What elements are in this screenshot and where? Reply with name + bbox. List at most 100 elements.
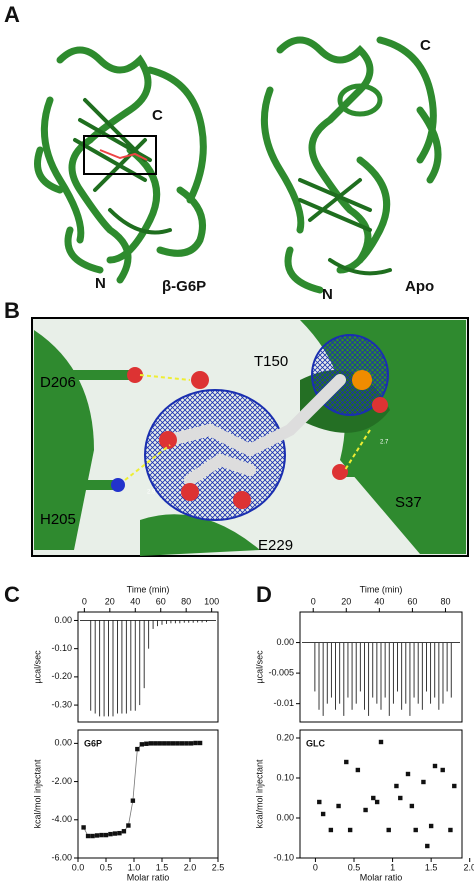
x-tick-label: 60 [407,596,417,606]
data-point [188,741,194,746]
residue-label: S37 [395,494,422,511]
x-tick-label: 80 [181,596,191,606]
data-point [413,827,418,833]
x-tick-label: 0.5 [348,862,361,872]
data-point [130,798,136,803]
data-point [81,825,86,830]
data-point [103,832,109,838]
plot-frame [77,729,219,859]
data-point [144,741,149,746]
data-point [336,803,341,809]
y-tick-label: -6.00 [51,852,72,862]
distance-label: 2.7 [380,440,389,446]
x-tick-label: 0 [311,596,316,606]
x-tick-label: 60 [156,596,166,606]
data-point [409,803,415,809]
data-point [440,767,445,773]
y-axis-label: µcal/sec [254,650,264,684]
data-point [355,767,361,773]
panel-label: C [4,582,20,607]
x-tick-label: 1 [390,862,395,872]
panel-label: B [4,298,20,323]
distance-label: 2.9 [147,490,156,496]
data-point [386,827,391,833]
data-point [371,795,376,801]
data-point [99,832,104,838]
data-point [108,831,113,837]
x-tick-label: 2.0 [463,862,474,872]
data-point [317,799,322,805]
data-point [135,746,140,752]
fit-line [83,742,201,837]
structure-name: Apo [405,278,434,295]
data-point [197,740,203,746]
annotation: GLC [306,738,325,748]
c-terminus-label: C [152,107,163,124]
y-tick-label: -0.10 [51,643,72,653]
x-axis-label: Time (min) [127,584,170,594]
panel-label: D [256,582,272,607]
y-tick-label: -0.005 [268,667,294,677]
x-tick-label: 40 [374,596,384,606]
data-point [394,783,399,789]
data-point [166,741,171,746]
annotation: G6P [84,738,102,748]
data-point [85,833,91,839]
x-tick-label: 2.5 [212,862,225,872]
data-point [398,795,403,801]
data-point [347,827,353,833]
n-terminus-label: N [95,275,106,292]
x-axis-label: Molar ratio [127,872,170,882]
x-tick-label: 40 [130,596,140,606]
data-point [171,741,176,746]
data-point [328,827,334,833]
y-tick-label: 0.00 [54,615,72,625]
y-tick-label: -2.00 [51,776,72,786]
x-axis-label: Molar ratio [360,872,403,882]
data-point [112,831,118,836]
residue-label: T150 [254,353,288,370]
data-point [94,833,100,838]
data-point [448,827,453,833]
x-tick-label: 80 [440,596,450,606]
data-point [153,741,158,746]
y-axis-label: µcal/sec [32,650,42,684]
x-tick-label: 0.0 [72,862,85,872]
active-site-view [31,317,469,557]
data-point [428,823,434,829]
plot-frame [299,729,463,859]
data-point [320,811,326,817]
data-point [405,771,411,777]
y-tick-label: -0.30 [51,699,72,709]
y-tick-label: 0.00 [276,637,294,647]
y-tick-label: -0.10 [273,852,294,862]
data-point [374,799,380,805]
structure-apo [260,36,442,294]
x-axis-label: Time (min) [360,584,403,594]
x-tick-label: 1.5 [425,862,438,872]
data-point [175,741,180,746]
x-tick-label: 100 [204,596,219,606]
data-point [452,783,457,789]
x-tick-label: 20 [341,596,351,606]
y-axis-label: kcal/mol injectant [32,759,42,829]
residue-label: E229 [258,537,293,554]
x-tick-label: 20 [105,596,115,606]
x-tick-label: 1.5 [156,862,169,872]
data-point [363,807,368,813]
y-axis-label: kcal/mol injectant [254,759,264,829]
data-point [148,741,153,746]
data-point [162,741,167,746]
data-point [184,741,189,746]
x-tick-label: 1.0 [128,862,141,872]
y-tick-label: -0.01 [273,698,294,708]
data-point [421,779,426,785]
data-point [179,741,185,746]
x-tick-label: 0 [82,596,87,606]
data-point [378,739,384,745]
data-point [432,763,438,769]
data-point [344,759,349,765]
n-terminus-label: N [322,286,333,303]
data-point [117,830,122,836]
data-point [121,829,127,834]
